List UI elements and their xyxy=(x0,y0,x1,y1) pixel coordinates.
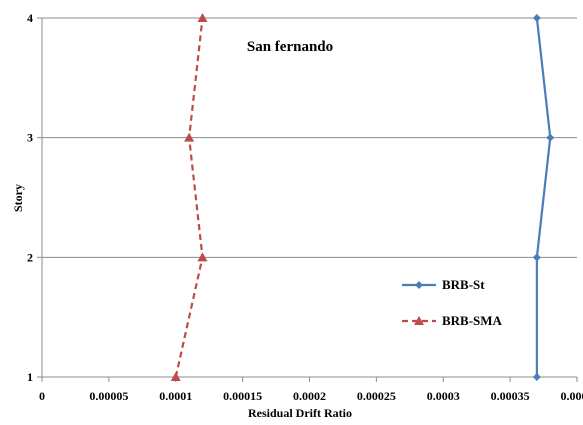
axes xyxy=(37,17,578,382)
chart-annotation: San fernando xyxy=(247,39,333,55)
data-point-1-2 xyxy=(184,132,195,142)
data-point-1-0 xyxy=(170,372,181,381)
x-tick-label-8: 0.0004 xyxy=(561,389,583,403)
series-group xyxy=(170,13,555,381)
x-tick-label-7: 0.00035 xyxy=(491,389,530,403)
x-tick-label-1: 0.00005 xyxy=(89,389,128,403)
x-axis-title: Residual Drift Ratio xyxy=(248,406,352,420)
data-point-0-2 xyxy=(546,133,555,142)
data-point-0-1 xyxy=(532,253,541,262)
legend-item-brb-sma: BRB-SMA xyxy=(402,313,503,328)
x-tick-label-0: 0 xyxy=(39,389,45,403)
legend-label-1: BRB-SMA xyxy=(442,313,503,328)
series-line-0 xyxy=(535,17,552,377)
x-tick-labels: 0 0.00005 0.0001 0.00015 0.0002 0.00025 0.0003… xyxy=(39,389,583,403)
x-tick-label-3: 0.00015 xyxy=(223,389,262,403)
legend-marker-0 xyxy=(415,281,423,289)
data-point-1-3 xyxy=(197,13,208,22)
y-axis-title: Story xyxy=(11,184,25,212)
series-0 xyxy=(532,14,555,381)
y-tick-labels: 1 2 3 4 xyxy=(27,11,33,384)
y-tick-label-0: 1 xyxy=(27,370,33,384)
series-line-1 xyxy=(174,17,204,378)
legend: BRB-St BRB-SMA xyxy=(402,277,503,328)
series-1 xyxy=(170,13,208,381)
data-point-0-3 xyxy=(532,14,541,22)
y-tick-label-2: 3 xyxy=(27,131,33,145)
gridlines xyxy=(42,17,577,258)
legend-marker-1 xyxy=(414,316,424,325)
y-tick-label-3: 4 xyxy=(27,11,33,25)
data-point-1-1 xyxy=(197,252,208,262)
y-tick-label-1: 2 xyxy=(27,250,33,264)
x-tick-label-2: 0.0001 xyxy=(159,389,192,403)
x-tick-label-5: 0.00025 xyxy=(357,389,396,403)
x-tick-label-6: 0.0003 xyxy=(427,389,460,403)
legend-item-brb-st: BRB-St xyxy=(402,277,485,292)
x-tick-label-4: 0.0002 xyxy=(293,389,326,403)
data-point-0-0 xyxy=(532,373,541,381)
legend-label-0: BRB-St xyxy=(442,277,485,292)
